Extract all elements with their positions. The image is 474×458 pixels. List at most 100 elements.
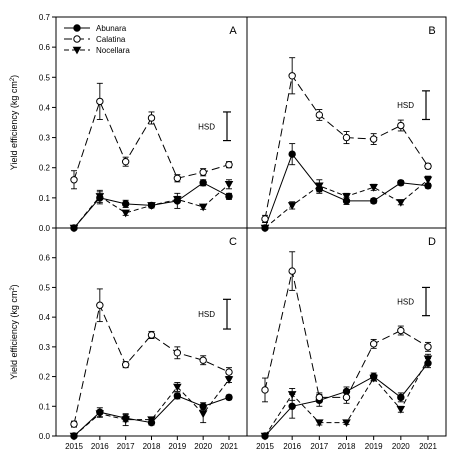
legend-marker-calatina [73,35,81,43]
data-point-nocellara [315,182,324,191]
data-point-nocellara [287,391,297,399]
data-point-calatina [342,133,351,142]
data-point-calatina [424,162,432,170]
x-tick-label: 2019 [168,442,186,451]
data-point-calatina [397,121,405,130]
data-point-nocellara [369,184,378,192]
x-tick-label: 2017 [117,442,135,451]
data-point-calatina [369,340,378,348]
legend-label-calatina: Calatina [96,35,126,44]
data-point-calatina [225,368,233,376]
series-line-abunara [264,153,429,229]
data-point-nocellara [121,209,130,218]
x-tick-label: 2021 [419,442,437,451]
data-point-nocellara [396,199,406,207]
data-point-nocellara [396,405,406,414]
y-axis-label-superscript: 2 [10,287,16,291]
data-point-calatina [342,393,351,402]
data-point-nocellara [147,202,156,210]
legend-label-nocellara: Nocellara [96,46,130,55]
hsd-label: HSD [397,298,414,307]
y-axis-label-text: Yield efficiency (kg cm [9,81,19,170]
y-tick-label: 0.3 [39,134,51,143]
data-point-nocellara [423,176,433,185]
data-point-abunara [199,179,207,187]
y-tick-label: 0.4 [39,103,51,112]
data-point-nocellara [342,193,351,201]
data-point-nocellara [342,419,351,428]
hsd-label: HSD [397,101,414,110]
data-point-nocellara [224,181,234,189]
data-point-nocellara [423,355,433,364]
y-axis-label-superscript: 2 [10,77,16,81]
data-point-nocellara [369,374,378,383]
hsd-label: HSD [198,122,215,131]
y-tick-label: 0.0 [39,224,51,233]
y-tick-label: 0.5 [39,283,51,292]
data-point-calatina [147,114,156,122]
data-point-abunara [288,402,296,410]
x-tick-label: 2016 [91,442,109,451]
data-point-calatina [121,157,130,166]
y-tick-label: 0.4 [39,313,51,322]
data-point-abunara [225,192,233,201]
data-point-abunara [397,179,405,187]
data-point-nocellara [198,203,208,212]
x-tick-label: 2015 [256,442,274,451]
data-point-nocellara [224,376,234,384]
x-tick-label: 2019 [365,442,383,451]
data-point-calatina [261,215,269,223]
data-point-calatina [397,326,405,335]
hsd-label: HSD [198,310,215,319]
data-point-abunara [173,392,182,400]
x-tick-label: 2021 [220,442,238,451]
x-tick-label: 2020 [194,442,212,451]
y-tick-label: 0.2 [39,373,51,382]
data-point-calatina [96,97,104,106]
data-point-calatina [70,420,78,428]
data-point-calatina [424,343,432,351]
data-point-calatina [199,168,207,176]
data-point-abunara [225,393,233,402]
legend-label-abunara: Abunara [96,24,127,33]
panel-label-b: B [428,25,435,37]
x-tick-label: 2017 [310,442,328,451]
y-tick-label: 0.1 [39,402,51,411]
series-line-abunara [73,395,230,437]
panel-label-c: C [229,236,237,248]
x-tick-label: 2018 [338,442,356,451]
x-tick-label: 2018 [143,442,161,451]
data-point-nocellara [315,419,324,428]
x-tick-label: 2016 [283,442,301,451]
y-tick-label: 0.5 [39,73,51,82]
y-tick-label: 0.2 [39,164,51,173]
data-point-nocellara [173,383,182,392]
y-axis-label-close: ) [9,75,19,78]
data-point-calatina [288,267,296,275]
data-point-abunara [397,393,405,402]
y-tick-label: 0.7 [39,13,51,22]
x-tick-label: 2015 [65,442,83,451]
data-point-nocellara [173,196,182,204]
data-point-calatina [147,331,156,339]
data-point-nocellara [260,432,270,441]
y-tick-label: 0.3 [39,343,51,352]
data-point-calatina [199,356,207,364]
panel-frame-d [246,227,447,437]
data-point-abunara [369,197,378,205]
data-point-nocellara [147,416,156,425]
panel-label-a: A [229,25,237,37]
data-point-calatina [173,349,182,357]
data-point-calatina [121,360,130,369]
y-tick-label: 0.0 [39,432,51,441]
y-tick-label: 0.6 [39,43,51,52]
data-point-abunara [121,200,130,208]
data-point-calatina [70,176,78,184]
panel-label-d: D [428,236,436,248]
data-point-calatina [96,301,104,309]
data-point-calatina [315,393,324,402]
data-point-nocellara [198,410,208,419]
y-tick-label: 0.1 [39,194,51,203]
